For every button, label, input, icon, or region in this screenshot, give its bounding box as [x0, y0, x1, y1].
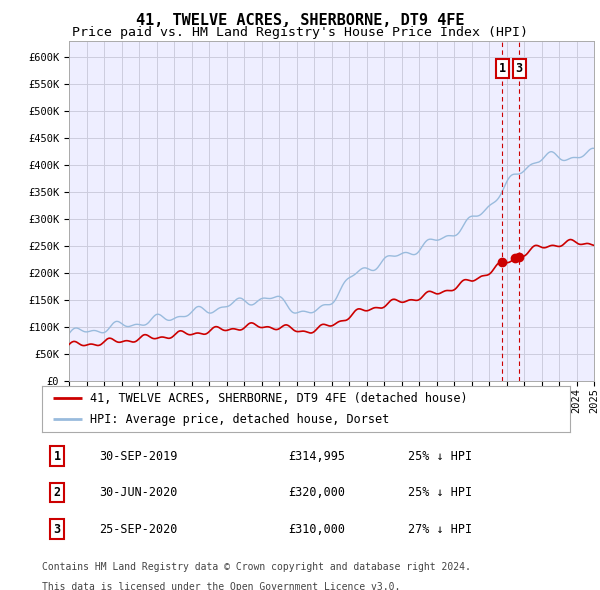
Text: 30-SEP-2019: 30-SEP-2019 [99, 450, 178, 463]
Text: 1: 1 [499, 62, 506, 75]
Text: 1: 1 [53, 450, 61, 463]
Text: Contains HM Land Registry data © Crown copyright and database right 2024.: Contains HM Land Registry data © Crown c… [42, 562, 471, 572]
Text: 41, TWELVE ACRES, SHERBORNE, DT9 4FE: 41, TWELVE ACRES, SHERBORNE, DT9 4FE [136, 13, 464, 28]
Text: 2: 2 [53, 486, 61, 499]
Text: 3: 3 [516, 62, 523, 75]
Text: 41, TWELVE ACRES, SHERBORNE, DT9 4FE (detached house): 41, TWELVE ACRES, SHERBORNE, DT9 4FE (de… [89, 392, 467, 405]
Text: £320,000: £320,000 [288, 486, 345, 499]
Text: 25-SEP-2020: 25-SEP-2020 [99, 523, 178, 536]
Text: Price paid vs. HM Land Registry's House Price Index (HPI): Price paid vs. HM Land Registry's House … [72, 26, 528, 39]
Text: This data is licensed under the Open Government Licence v3.0.: This data is licensed under the Open Gov… [42, 582, 400, 590]
Text: 3: 3 [53, 523, 61, 536]
Text: 25% ↓ HPI: 25% ↓ HPI [408, 450, 472, 463]
Text: HPI: Average price, detached house, Dorset: HPI: Average price, detached house, Dors… [89, 413, 389, 426]
Text: £310,000: £310,000 [288, 523, 345, 536]
Text: 27% ↓ HPI: 27% ↓ HPI [408, 523, 472, 536]
Text: £314,995: £314,995 [288, 450, 345, 463]
Text: 30-JUN-2020: 30-JUN-2020 [99, 486, 178, 499]
Text: 25% ↓ HPI: 25% ↓ HPI [408, 486, 472, 499]
